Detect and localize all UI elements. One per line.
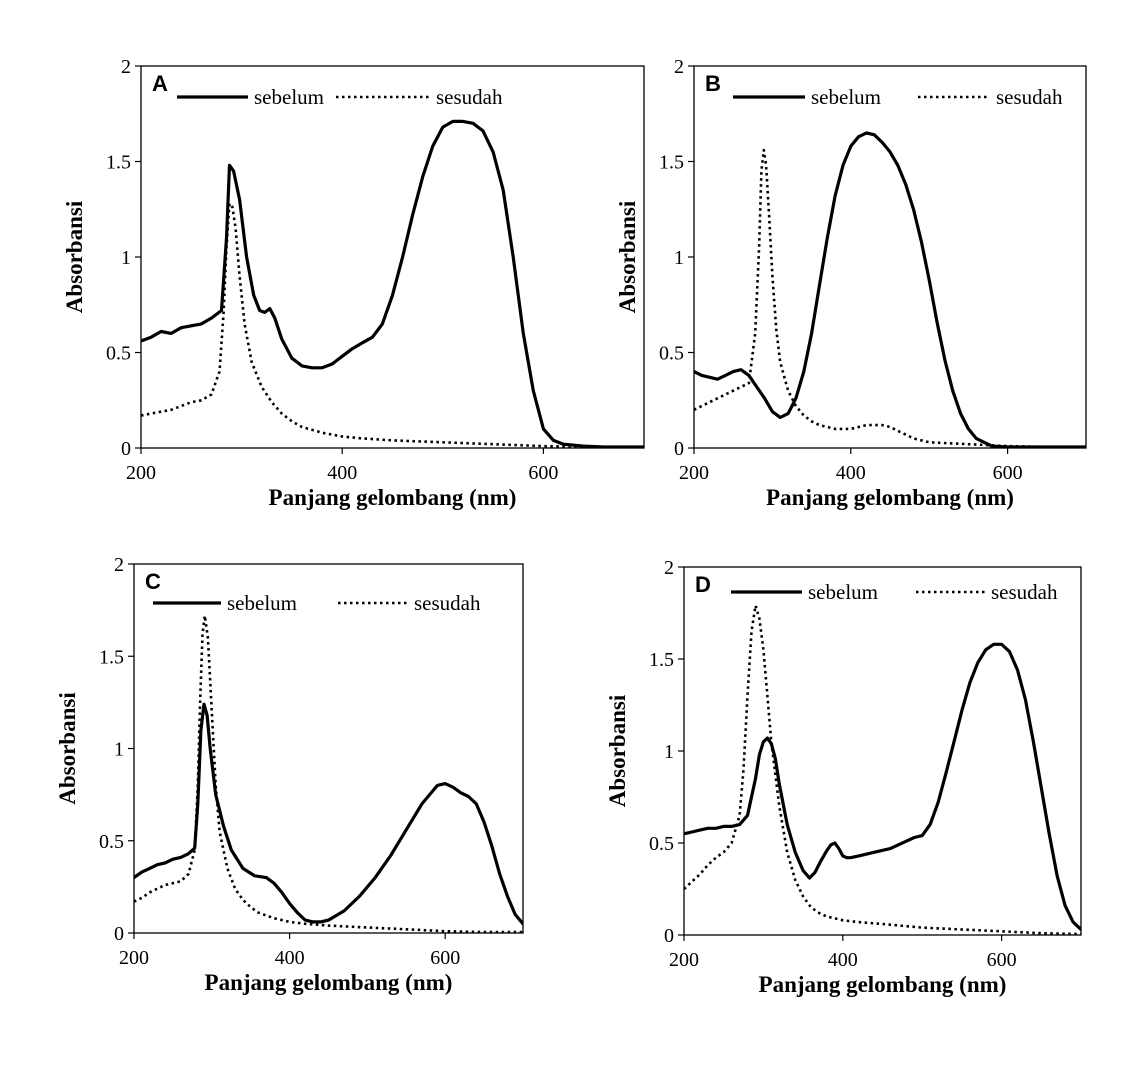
x-axis-title: Panjang gelombang (nm): [205, 970, 453, 995]
y-tick-label: 1.5: [106, 152, 131, 174]
x-tick-label: 600: [430, 947, 460, 969]
legend-label-sebelum: sebelum: [254, 85, 324, 109]
y-axis-title: Absorbansi: [615, 200, 640, 313]
y-tick-label: 2: [664, 557, 674, 579]
x-tick-label: 400: [828, 949, 858, 971]
x-axis-title: Panjang gelombang (nm): [759, 972, 1007, 997]
x-tick-label: 600: [528, 462, 558, 484]
panel-label: C: [145, 569, 161, 594]
y-tick-label: 2: [121, 56, 131, 78]
x-tick-label: 200: [679, 462, 709, 484]
plot-frame: [683, 566, 1082, 936]
x-tick-label: 400: [275, 947, 305, 969]
plot-frame: [133, 563, 524, 934]
legend: sebelum sesudah: [733, 85, 1063, 109]
y-tick-label: 1.5: [649, 649, 674, 671]
series-line-sesudah: [134, 614, 523, 933]
series-line-sesudah: [684, 604, 1081, 935]
x-tick-label: 200: [119, 947, 149, 969]
series-line-sebelum: [684, 642, 1081, 932]
x-tick-label: 400: [836, 462, 866, 484]
plot-frame: [140, 65, 645, 449]
panel-label: B: [705, 71, 721, 96]
legend: sebelum sesudah: [731, 580, 1058, 604]
y-tick-label: 0: [121, 438, 131, 460]
y-tick-label: 0.5: [106, 343, 131, 365]
x-tick-label: 600: [987, 949, 1017, 971]
y-tick-label: 1.5: [659, 152, 684, 174]
panel-label: D: [695, 572, 711, 597]
legend-label-sesudah: sesudah: [996, 85, 1063, 109]
x-tick-label: 600: [993, 462, 1023, 484]
y-tick-label: 2: [114, 554, 124, 576]
legend: sebelum sesudah: [177, 85, 503, 109]
legend-label-sebelum: sebelum: [811, 85, 881, 109]
x-tick-label: 200: [126, 462, 156, 484]
y-tick-label: 1: [121, 247, 131, 269]
series-line-sesudah: [694, 148, 1086, 448]
legend-label-sesudah: sesudah: [991, 580, 1058, 604]
series-line-sebelum: [134, 702, 523, 926]
series-line-sesudah: [141, 202, 644, 448]
chart-panel-a: 0 0.5 1 1.5 2 200 400 600 Panjang gelombang (nm)…: [62, 56, 645, 510]
series-line-sebelum: [141, 119, 644, 448]
legend: sebelum sesudah: [153, 591, 481, 615]
y-tick-label: 1.5: [99, 646, 124, 668]
y-tick-label: 1: [114, 739, 124, 761]
plot-frame: [693, 65, 1087, 449]
y-tick-label: 2: [674, 56, 684, 78]
y-tick-label: 0: [114, 923, 124, 945]
y-tick-label: 0: [674, 438, 684, 460]
y-tick-label: 0.5: [659, 343, 684, 365]
y-tick-label: 0.5: [649, 833, 674, 855]
y-tick-label: 1: [664, 741, 674, 763]
legend-label-sesudah: sesudah: [436, 85, 503, 109]
y-tick-label: 0: [664, 925, 674, 947]
y-axis-title: Absorbansi: [62, 200, 87, 313]
x-tick-label: 200: [669, 949, 699, 971]
x-axis-title: Panjang gelombang (nm): [766, 485, 1014, 510]
series-line-sebelum: [694, 131, 1086, 448]
panel-label: A: [152, 71, 168, 96]
legend-label-sebelum: sebelum: [227, 591, 297, 615]
x-tick-label: 400: [327, 462, 357, 484]
y-axis-title: Absorbansi: [55, 692, 80, 805]
y-tick-label: 0.5: [99, 831, 124, 853]
legend-label-sesudah: sesudah: [414, 591, 481, 615]
legend-label-sebelum: sebelum: [808, 580, 878, 604]
y-tick-label: 1: [674, 247, 684, 269]
y-axis-title: Absorbansi: [605, 694, 630, 807]
x-axis-title: Panjang gelombang (nm): [269, 485, 517, 510]
